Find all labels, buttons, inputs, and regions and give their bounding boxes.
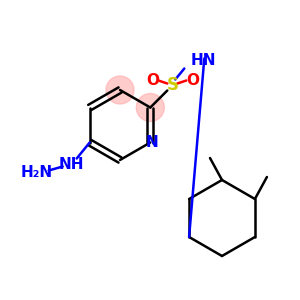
- Text: N: N: [146, 135, 159, 150]
- Text: O: O: [186, 73, 199, 88]
- Text: NH: NH: [59, 157, 84, 172]
- Circle shape: [106, 76, 134, 104]
- Text: HN: HN: [190, 53, 216, 68]
- Circle shape: [136, 94, 164, 122]
- Text: O: O: [146, 73, 159, 88]
- Text: S: S: [166, 76, 178, 94]
- Text: H₂N: H₂N: [21, 165, 53, 180]
